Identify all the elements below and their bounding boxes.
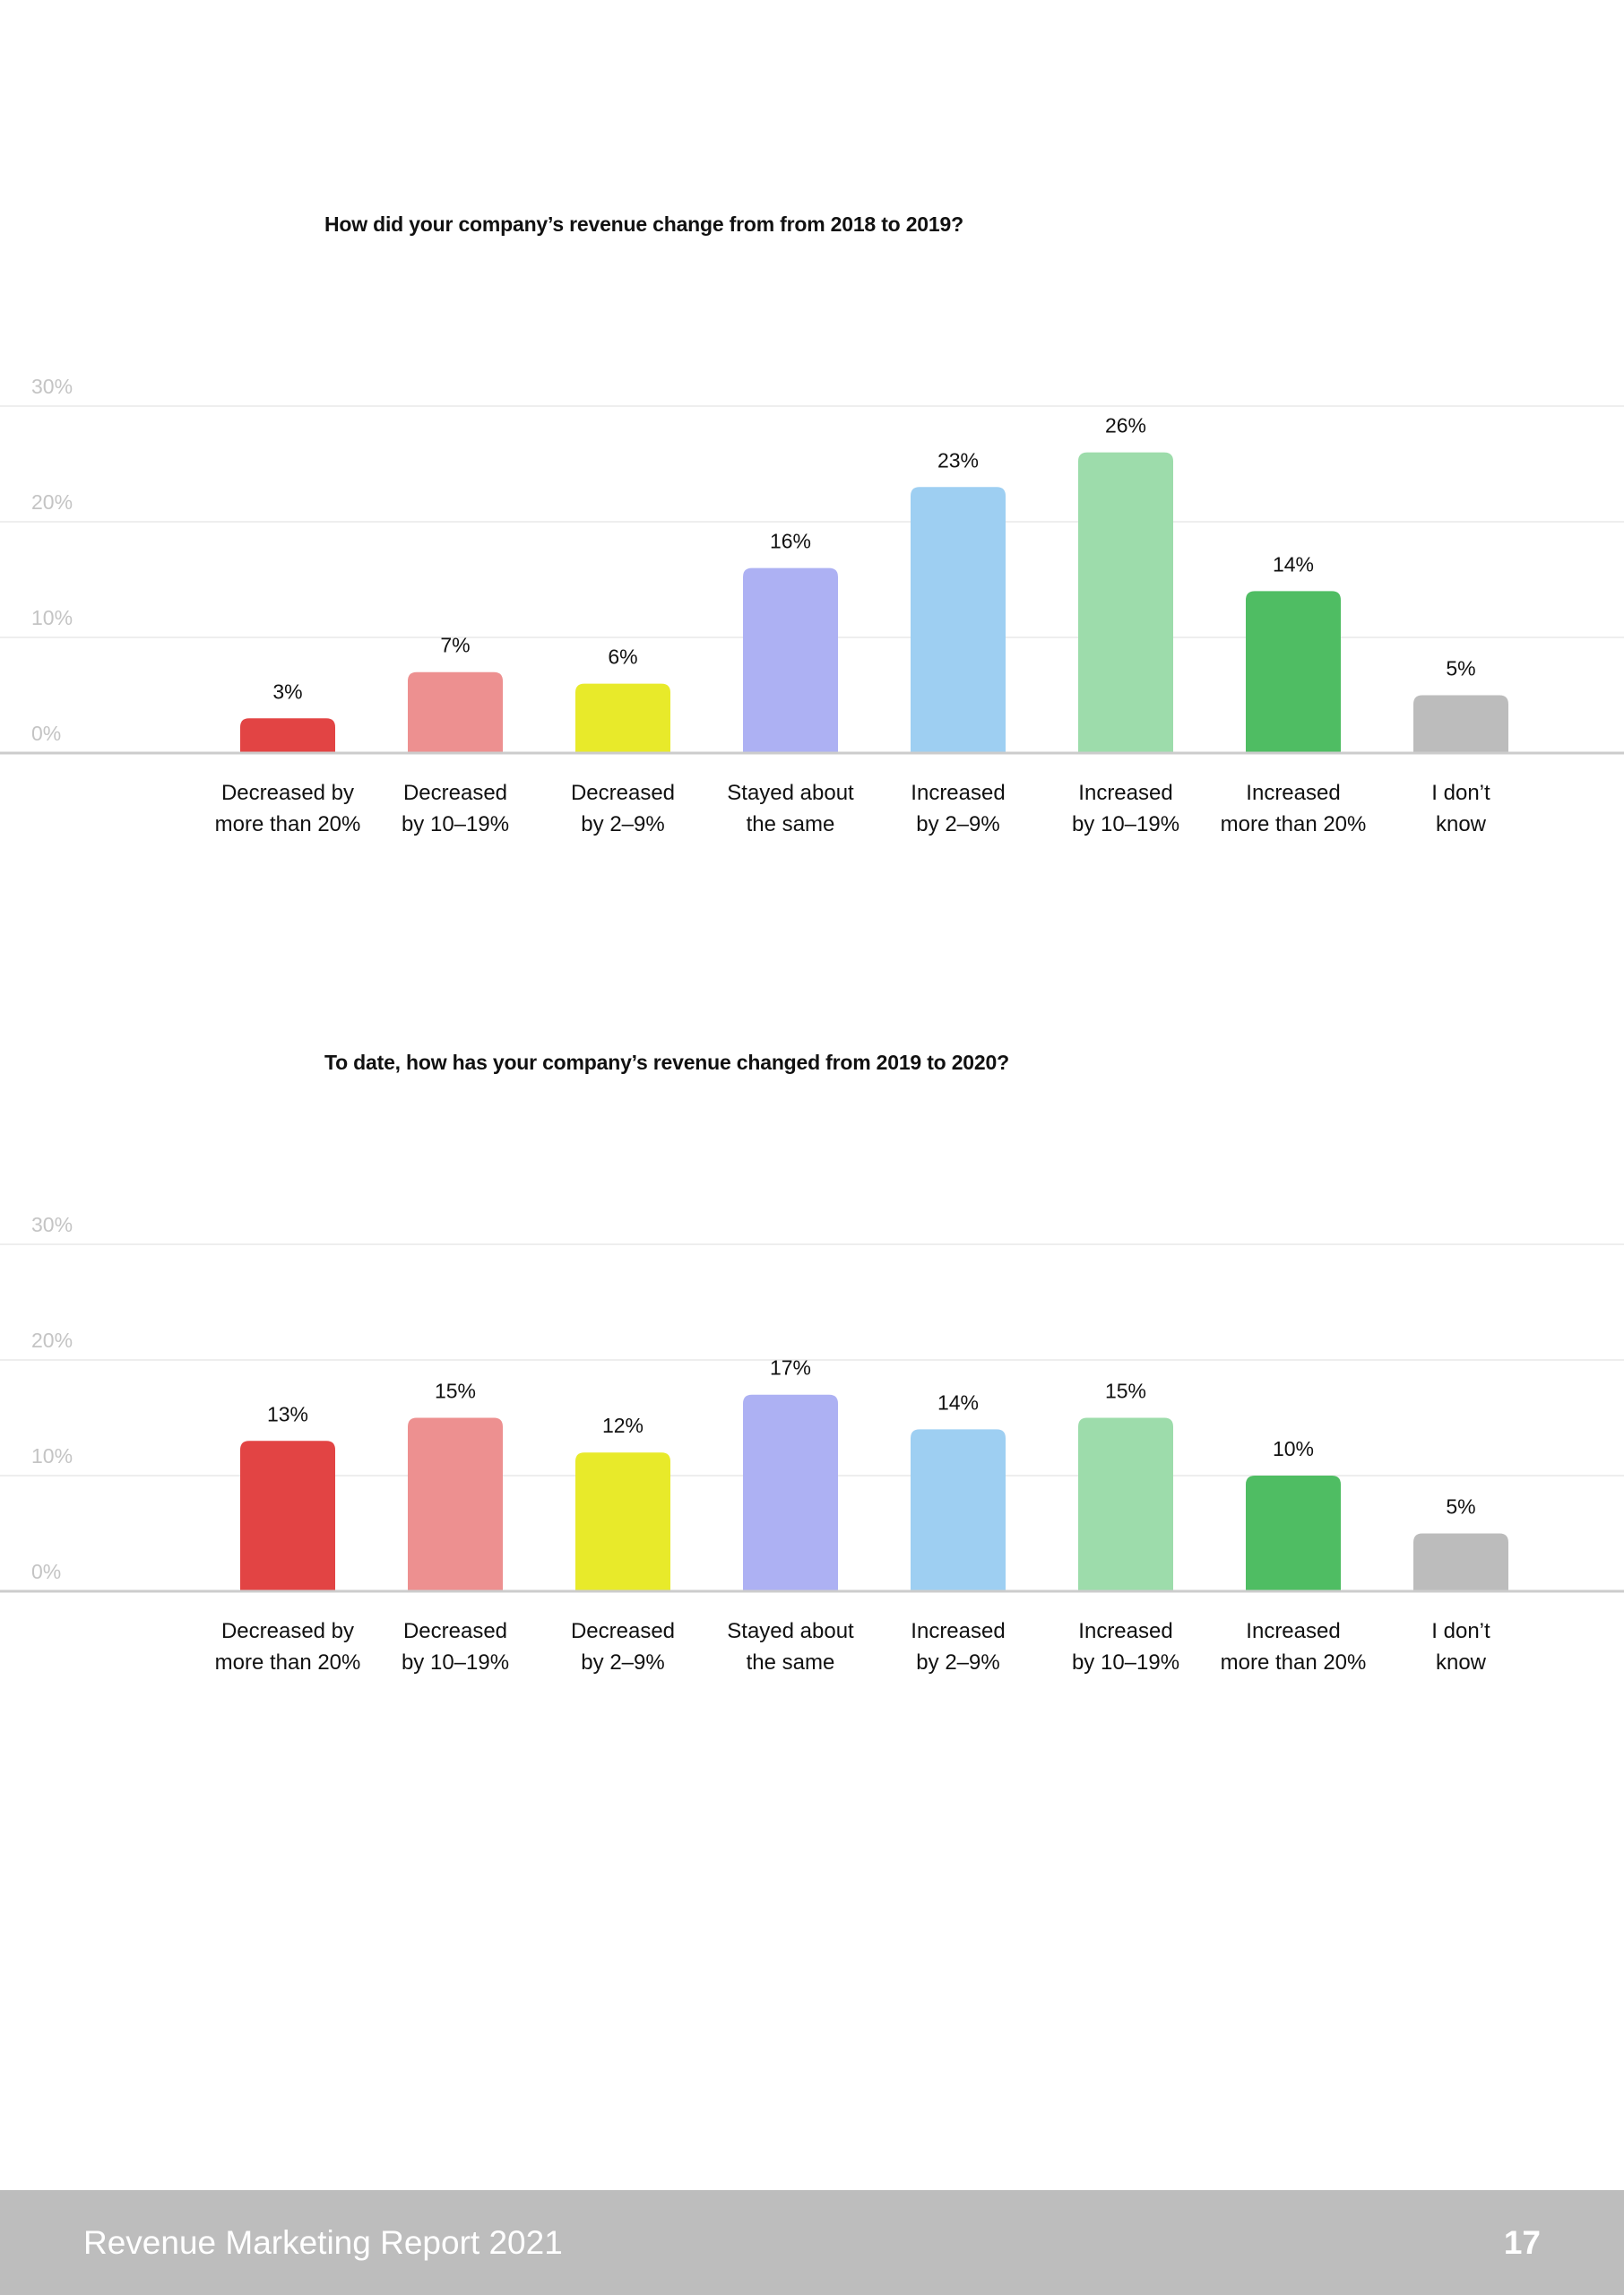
bar-value-label: 16%	[770, 530, 811, 553]
bar-value-label: 26%	[1105, 414, 1146, 437]
x-category-label: more than 20%	[1221, 1650, 1367, 1675]
x-category-label: more than 20%	[215, 1650, 361, 1675]
x-category-label: Stayed about	[727, 1619, 854, 1643]
bar-value-label: 12%	[602, 1414, 644, 1437]
bar-value-label: 17%	[770, 1356, 811, 1380]
chart-2-title: To date, how has your company’s revenue …	[324, 1051, 1009, 1074]
chart-1-title: How did your company’s revenue change fr…	[324, 212, 963, 236]
x-category-label: more than 20%	[215, 812, 361, 836]
bar-value-label: 14%	[1273, 552, 1314, 576]
page-footer: Revenue Marketing Report 2021 17	[0, 2190, 1624, 2295]
x-category-label: Increased	[911, 781, 1005, 805]
y-tick-label: 0%	[31, 1560, 61, 1583]
x-category-label: Increased	[1078, 1619, 1172, 1643]
bar	[1413, 1533, 1508, 1591]
y-tick-label: 10%	[31, 606, 73, 629]
bar	[240, 1441, 335, 1591]
bar-value-label: 5%	[1446, 1495, 1475, 1519]
x-category-label: Stayed about	[727, 781, 854, 805]
x-category-label: by 2–9%	[916, 1650, 999, 1675]
bar	[1078, 452, 1173, 753]
chart-2-plot: 0% 10% 20% 30% 13% Decreased by more than 20% 1…	[0, 1213, 1624, 1675]
bar	[911, 487, 1006, 753]
x-category-label: the same	[747, 1650, 835, 1675]
x-category-label: by 10–19%	[1072, 1650, 1179, 1675]
bar	[1246, 1476, 1341, 1591]
bar	[743, 567, 838, 753]
bar-value-label: 15%	[435, 1380, 476, 1403]
x-category-label: by 2–9%	[916, 812, 999, 836]
bar-value-label: 5%	[1446, 657, 1475, 680]
x-category-label: Decreased	[403, 781, 507, 805]
chart-1-plot: 0% 10% 20% 30% 3% Decreased by more than 20% 7%…	[0, 375, 1624, 836]
x-category-label: Increased	[911, 1619, 1005, 1643]
x-category-label: by 2–9%	[581, 1650, 664, 1675]
bar	[1413, 695, 1508, 753]
x-category-label: know	[1436, 812, 1487, 836]
x-category-label: by 10–19%	[402, 812, 509, 836]
bar-value-label: 23%	[937, 448, 979, 472]
x-category-label: Decreased by	[221, 1619, 354, 1643]
footer-page-number: 17	[1503, 2224, 1541, 2261]
y-tick-label: 0%	[31, 722, 61, 745]
bar-value-label: 13%	[267, 1402, 308, 1425]
x-category-label: Decreased	[571, 781, 675, 805]
bar	[408, 1417, 503, 1591]
x-category-label: Decreased by	[221, 781, 354, 805]
bar-value-label: 7%	[440, 634, 470, 657]
x-category-label: by 2–9%	[581, 812, 664, 836]
bar	[911, 1429, 1006, 1591]
bar-value-label: 10%	[1273, 1437, 1314, 1460]
x-category-label: by 10–19%	[1072, 812, 1179, 836]
x-category-label: Decreased	[403, 1619, 507, 1643]
x-category-label: know	[1436, 1650, 1487, 1675]
x-category-label: Increased	[1246, 781, 1340, 805]
chart-2: To date, how has your company’s revenue …	[0, 838, 1624, 1675]
bar	[1078, 1417, 1173, 1591]
x-category-label: I don’t	[1431, 781, 1490, 805]
bar	[1246, 591, 1341, 753]
y-tick-label: 20%	[31, 490, 73, 514]
y-tick-label: 20%	[31, 1329, 73, 1352]
bar-value-label: 3%	[272, 680, 302, 703]
y-tick-label: 10%	[31, 1444, 73, 1468]
chart-1: How did your company’s revenue change fr…	[0, 0, 1624, 836]
x-category-label: more than 20%	[1221, 812, 1367, 836]
bar-value-label: 6%	[608, 645, 637, 669]
bar-value-label: 14%	[937, 1390, 979, 1414]
x-category-label: Decreased	[571, 1619, 675, 1643]
x-category-label: by 10–19%	[402, 1650, 509, 1675]
bar-value-label: 15%	[1105, 1380, 1146, 1403]
bar	[575, 1452, 670, 1591]
x-category-label: Increased	[1078, 781, 1172, 805]
x-category-label: I don’t	[1431, 1619, 1490, 1643]
bar	[408, 671, 503, 753]
footer-report-title: Revenue Marketing Report 2021	[83, 2224, 563, 2261]
y-tick-label: 30%	[31, 375, 73, 398]
bar	[575, 683, 670, 753]
x-category-label: Increased	[1246, 1619, 1340, 1643]
x-category-label: the same	[747, 812, 835, 836]
bar	[743, 1394, 838, 1591]
bar	[240, 718, 335, 753]
y-tick-label: 30%	[31, 1213, 73, 1236]
